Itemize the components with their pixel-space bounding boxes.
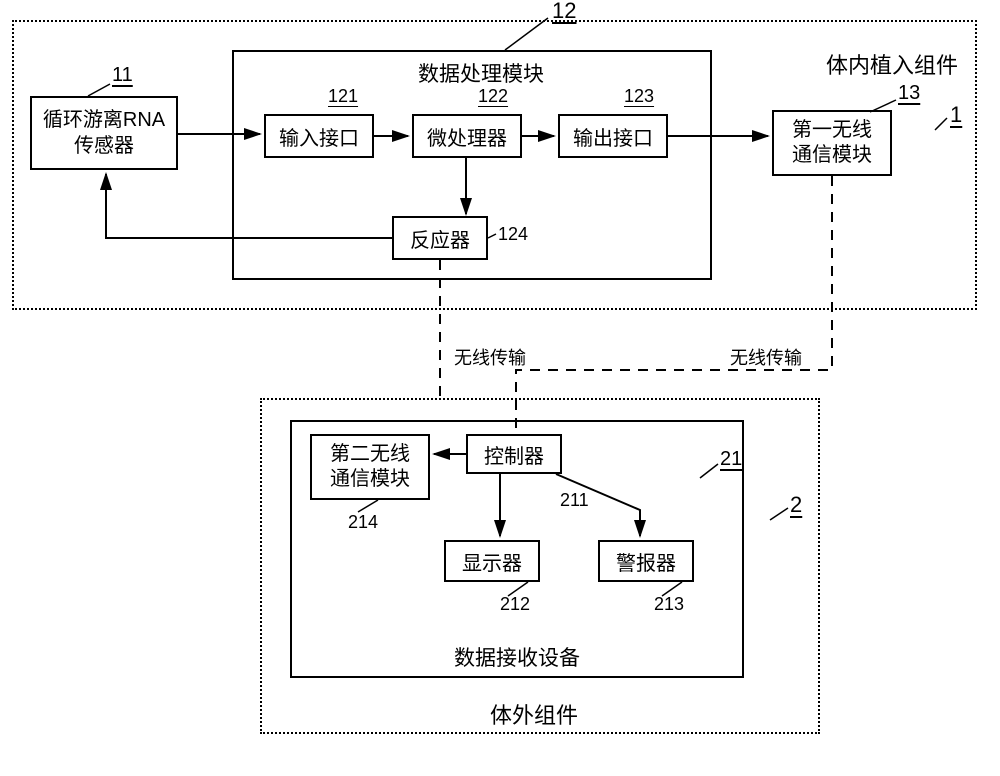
data-module-title: 数据处理模块 xyxy=(418,58,544,88)
ref-124: 124 xyxy=(498,224,528,245)
input-box: 输入接口 xyxy=(264,114,374,158)
sensor-box: 循环游离RNA 传感器 xyxy=(30,96,178,170)
ref-212: 212 xyxy=(500,594,530,615)
ref-213: 213 xyxy=(654,594,684,615)
ref-121: 121 xyxy=(328,86,358,107)
display-box: 显示器 xyxy=(444,540,540,582)
ref-13: 13 xyxy=(898,82,920,105)
ref-21: 21 xyxy=(720,448,742,471)
ref-12: 12 xyxy=(552,0,576,24)
implant-title: 体内植入组件 xyxy=(826,48,958,80)
alarm-box: 警报器 xyxy=(598,540,694,582)
ref-1: 1 xyxy=(950,102,962,128)
ref-2: 2 xyxy=(790,492,802,518)
wireless-label-2: 无线传输 xyxy=(730,344,802,370)
external-title: 体外组件 xyxy=(490,698,578,730)
wireless2-box: 第二无线 通信模块 xyxy=(310,434,430,500)
ref-211: 211 xyxy=(560,490,589,511)
ref-214: 214 xyxy=(348,512,378,533)
ref-11: 11 xyxy=(112,64,133,87)
wireless-label-1: 无线传输 xyxy=(454,344,526,370)
output-box: 输出接口 xyxy=(558,114,668,158)
reactor-box: 反应器 xyxy=(392,216,488,260)
wireless1-box: 第一无线 通信模块 xyxy=(772,110,892,176)
device-title: 数据接收设备 xyxy=(454,642,580,672)
ref-122: 122 xyxy=(478,86,508,107)
ref-123: 123 xyxy=(624,86,654,107)
proc-box: 微处理器 xyxy=(412,114,522,158)
controller-box: 控制器 xyxy=(466,434,562,474)
